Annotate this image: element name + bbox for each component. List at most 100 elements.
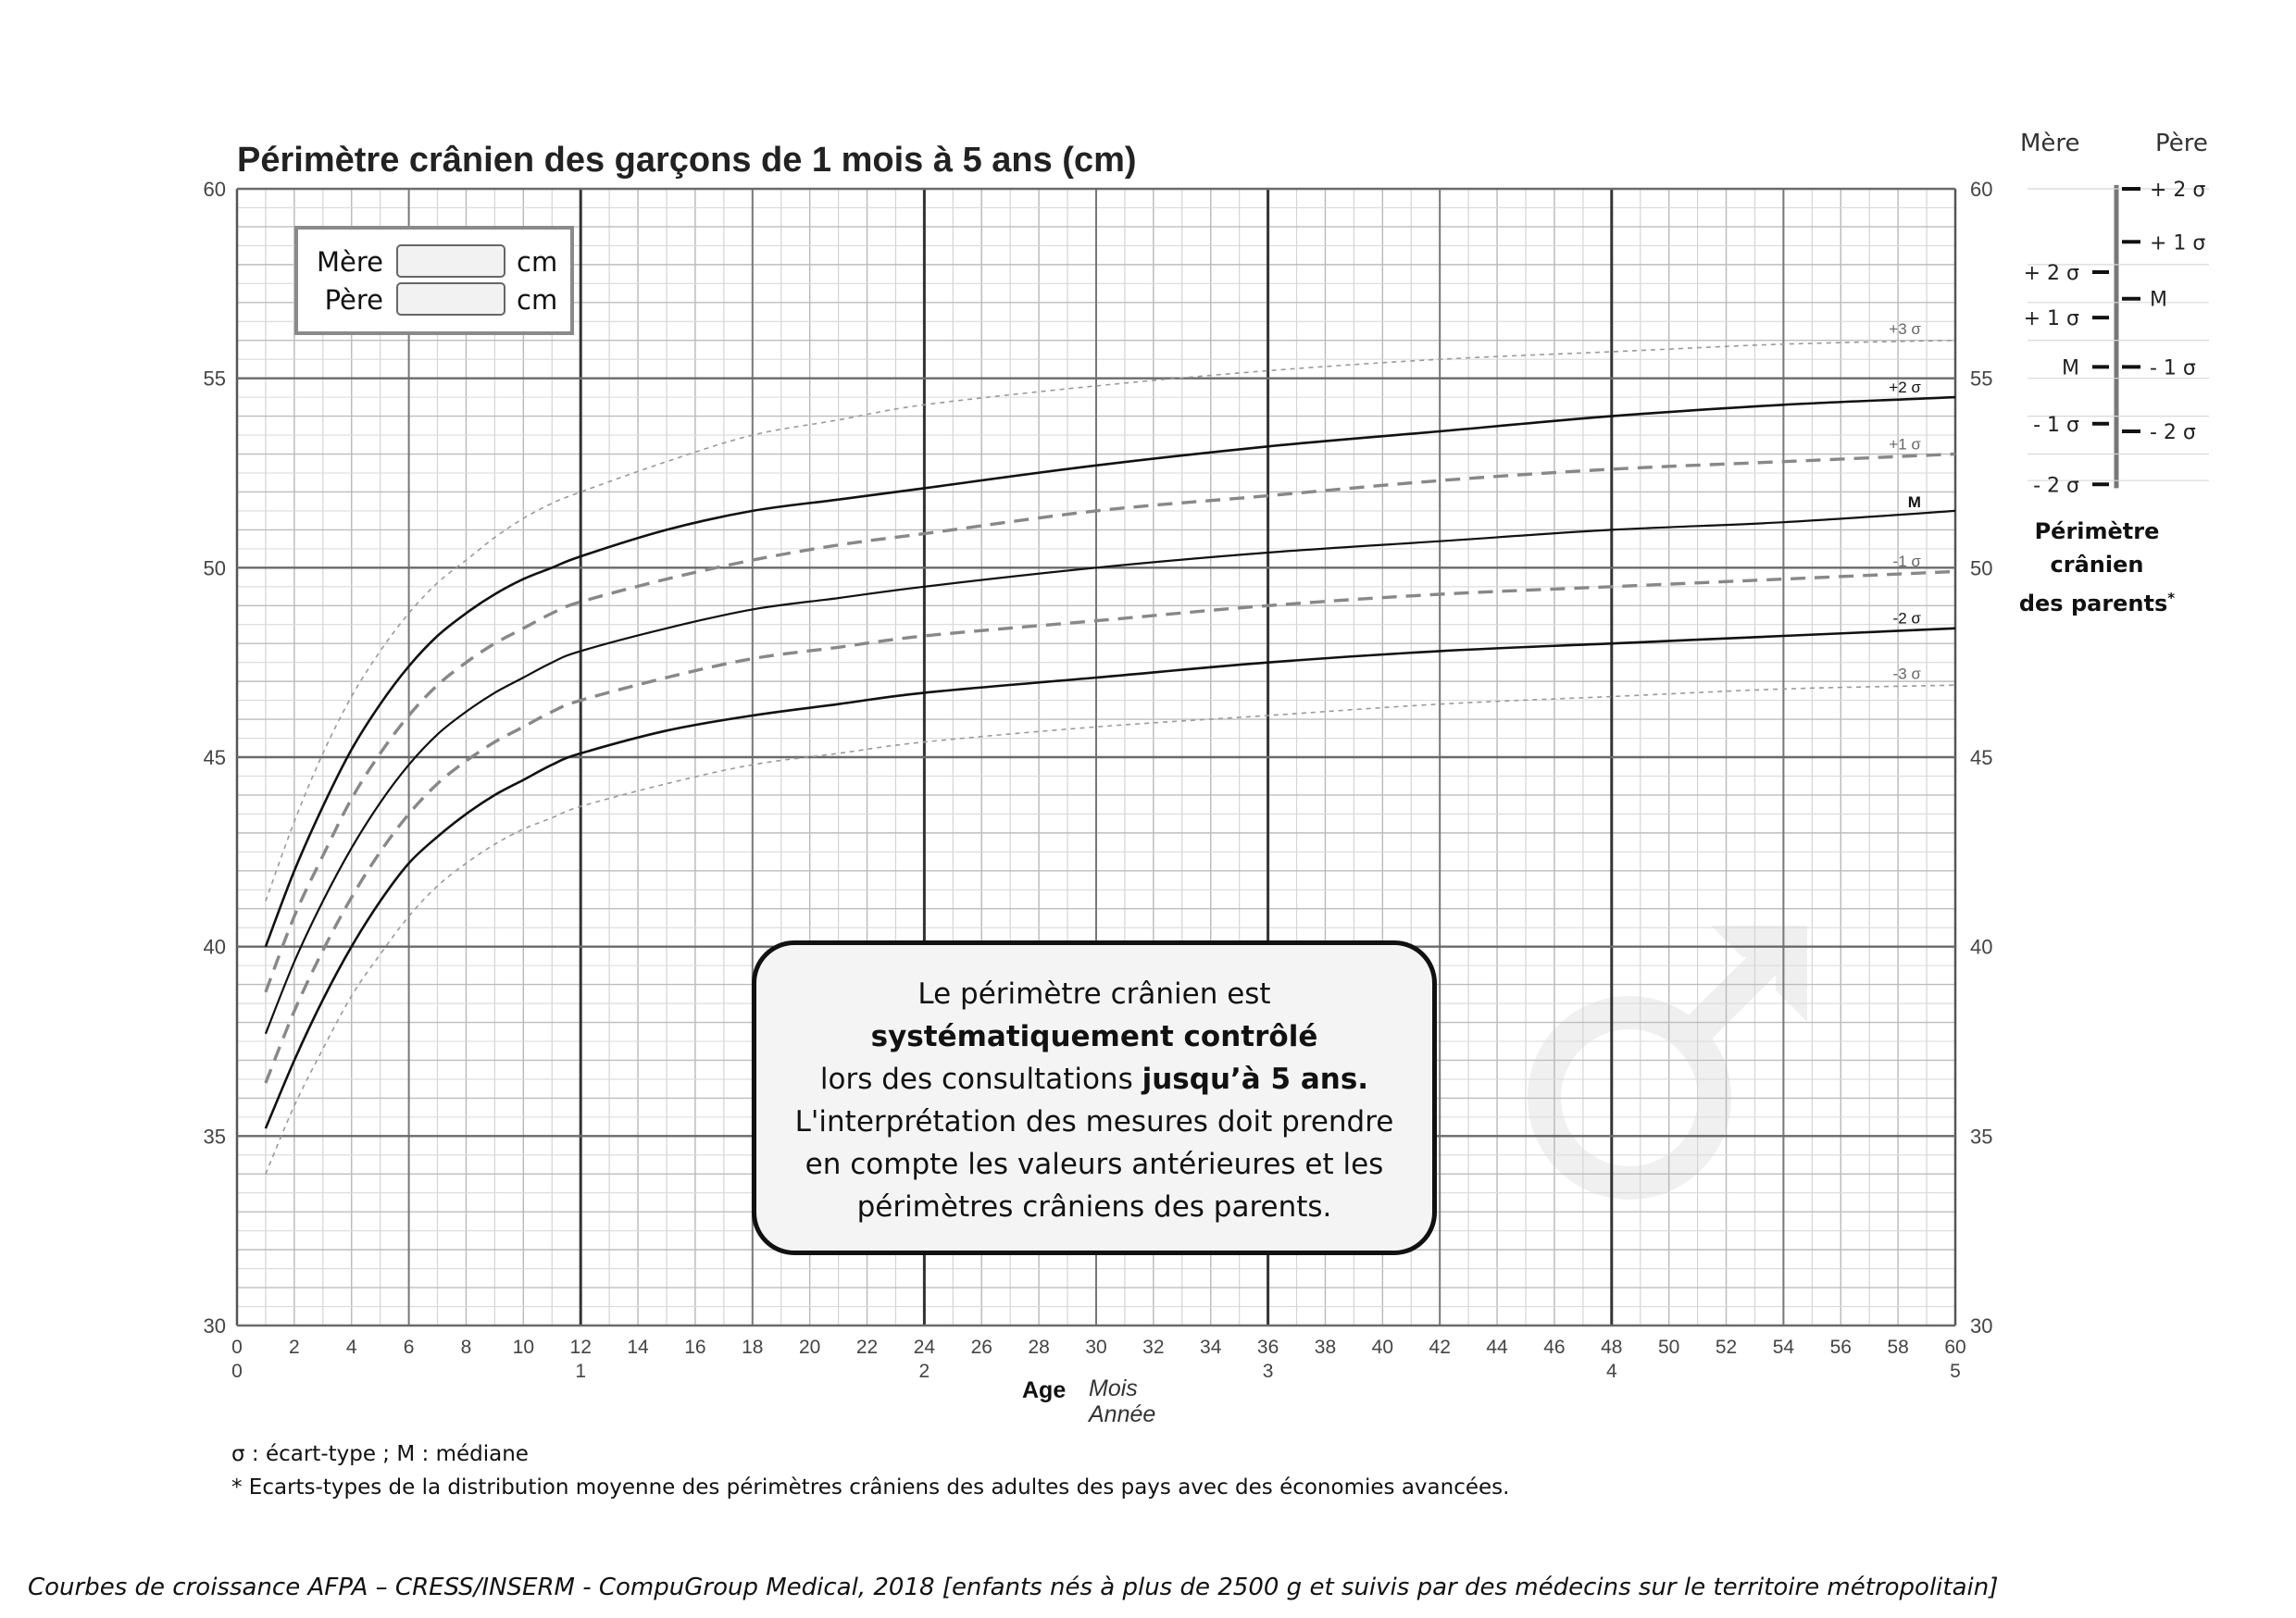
x-tick-label-month: 6 bbox=[404, 1337, 415, 1358]
footnote-sigma: σ : écart-type ; M : médiane bbox=[231, 1442, 529, 1466]
father-tick-label: + 1 σ bbox=[2150, 231, 2205, 255]
x-tick-label-month: 2 bbox=[289, 1337, 300, 1358]
x-tick-label-month: 56 bbox=[1830, 1337, 1852, 1358]
x-tick-label-year: 2 bbox=[919, 1361, 930, 1382]
x-tick-label-year: 4 bbox=[1606, 1361, 1617, 1382]
male-symbol-watermark bbox=[1528, 926, 1807, 1200]
y-tick-label-left: 45 bbox=[204, 746, 226, 769]
y-tick-label-left: 30 bbox=[204, 1314, 226, 1338]
father-tick-label: + 2 σ bbox=[2150, 179, 2205, 202]
x-tick-label-month: 8 bbox=[461, 1337, 472, 1358]
father-row: Père cm bbox=[298, 282, 570, 319]
parents-scale-mother-header: Mère bbox=[2020, 130, 2080, 157]
chart-title: Périmètre crânien des garçons de 1 mois … bbox=[237, 141, 1137, 180]
parents-scale-title-mark: * bbox=[2167, 590, 2176, 606]
x-tick-label-month: 50 bbox=[1658, 1337, 1679, 1358]
x-tick-label-month: 28 bbox=[1028, 1337, 1049, 1358]
x-tick-label-month: 10 bbox=[513, 1337, 534, 1358]
x-tick-label-month: 42 bbox=[1429, 1337, 1451, 1358]
father-head-input[interactable] bbox=[396, 282, 505, 316]
footnote-star: * Ecarts-types de la distribution moyenn… bbox=[231, 1475, 1510, 1500]
x-tick-label-month: 54 bbox=[1773, 1337, 1795, 1358]
mother-row: Mère cm bbox=[298, 244, 570, 281]
x-axis-months-label: Mois bbox=[1089, 1375, 1138, 1401]
curve-series bbox=[264, 627, 1956, 1129]
curve-label: -2 σ bbox=[1893, 610, 1922, 628]
note-line-2: systématiquement contrôlé bbox=[870, 1020, 1318, 1053]
x-tick-label-month: 24 bbox=[914, 1337, 936, 1358]
father-unit: cm bbox=[517, 284, 558, 316]
x-tick-label-year: 1 bbox=[575, 1361, 586, 1382]
x-tick-label-month: 34 bbox=[1200, 1337, 1222, 1358]
x-axis-label: Age bbox=[1022, 1377, 1067, 1403]
source-citation: Courbes de croissance AFPA – CRESS/INSER… bbox=[28, 1574, 1999, 1601]
father-tick-label: M bbox=[2150, 289, 2167, 312]
father-tick-label: - 1 σ bbox=[2150, 356, 2196, 380]
x-tick-label-year: 5 bbox=[1950, 1361, 1961, 1382]
curve-label: -3 σ bbox=[1893, 666, 1922, 683]
x-tick-label-year: 0 bbox=[231, 1361, 243, 1382]
x-axis-years-label: Année bbox=[1089, 1401, 1156, 1427]
y-tick-label-right: 30 bbox=[1970, 1314, 1992, 1338]
x-tick-label-month: 46 bbox=[1543, 1337, 1565, 1358]
father-label: Père bbox=[324, 284, 383, 316]
x-tick-label-month: 16 bbox=[684, 1337, 705, 1358]
mother-tick-label: M bbox=[2062, 356, 2079, 380]
y-tick-label-right: 55 bbox=[1970, 367, 1992, 391]
x-tick-label-month: 38 bbox=[1315, 1337, 1336, 1358]
curve-series bbox=[264, 509, 1956, 1035]
x-tick-label-month: 48 bbox=[1601, 1337, 1622, 1358]
father-tick-label: - 2 σ bbox=[2150, 421, 2196, 444]
y-tick-label-left: 60 bbox=[204, 178, 226, 201]
parents-scale-title-line1: Périmètre crânien bbox=[2034, 518, 2160, 578]
mother-tick-label: + 2 σ bbox=[2024, 262, 2079, 285]
curve-label: +1 σ bbox=[1889, 435, 1921, 453]
note-line-5: en compte les valeurs antérieures et les bbox=[805, 1148, 1384, 1181]
y-tick-label-left: 35 bbox=[204, 1125, 226, 1148]
curve-label: +3 σ bbox=[1889, 320, 1921, 338]
x-tick-label-month: 12 bbox=[570, 1337, 592, 1358]
note-line-4: L'interprétation des mesures doit prendr… bbox=[794, 1105, 1394, 1139]
x-tick-label-month: 4 bbox=[346, 1337, 357, 1358]
x-tick-label-month: 60 bbox=[1944, 1337, 1965, 1358]
curve-label: -1 σ bbox=[1893, 553, 1922, 570]
y-tick-label-left: 40 bbox=[204, 936, 226, 959]
curve-series bbox=[265, 339, 1956, 902]
curve-series bbox=[264, 452, 1956, 993]
mother-tick-label: - 2 σ bbox=[2033, 474, 2079, 497]
note-line-3-bold: jusqu’à 5 ans. bbox=[1142, 1063, 1369, 1096]
mother-tick-label: - 1 σ bbox=[2033, 414, 2079, 437]
mother-tick-label: + 1 σ bbox=[2024, 307, 2079, 330]
x-tick-label-month: 26 bbox=[971, 1337, 992, 1358]
x-tick-label-year: 3 bbox=[1263, 1361, 1274, 1382]
y-tick-label-right: 60 bbox=[1970, 178, 1992, 201]
note-line-1: Le périmètre crânien est bbox=[917, 977, 1271, 1011]
curve-series bbox=[264, 569, 1956, 1084]
x-tick-label-month: 32 bbox=[1142, 1337, 1164, 1358]
mother-unit: cm bbox=[517, 246, 558, 278]
mother-label: Mère bbox=[317, 246, 383, 278]
parents-scale-title: Périmètre crânien des parents* bbox=[1990, 515, 2203, 620]
parents-scale-title-line2: des parents bbox=[2018, 591, 2168, 616]
y-tick-label-left: 55 bbox=[204, 367, 226, 391]
curve-series bbox=[265, 684, 1956, 1175]
x-tick-label-month: 44 bbox=[1486, 1337, 1508, 1358]
x-tick-label-month: 14 bbox=[627, 1337, 649, 1358]
x-tick-label-month: 58 bbox=[1887, 1337, 1908, 1358]
x-tick-label-month: 18 bbox=[742, 1337, 763, 1358]
curve-label: M bbox=[1908, 493, 1921, 511]
curve-label: +2 σ bbox=[1889, 379, 1921, 396]
y-tick-label-right: 40 bbox=[1970, 936, 1992, 959]
x-tick-label-month: 20 bbox=[799, 1337, 820, 1358]
y-tick-label-right: 45 bbox=[1970, 746, 1992, 769]
parents-scale-father-header: Père bbox=[2155, 130, 2208, 157]
info-note: Le périmètre crânien est systématiquemen… bbox=[752, 940, 1437, 1255]
x-tick-label-month: 40 bbox=[1372, 1337, 1393, 1358]
note-line-6: périmètres crâniens des parents. bbox=[856, 1190, 1332, 1224]
mother-head-input[interactable] bbox=[396, 244, 505, 278]
x-tick-label-month: 0 bbox=[231, 1337, 243, 1358]
x-tick-label-month: 30 bbox=[1085, 1337, 1106, 1358]
x-tick-label-month: 52 bbox=[1716, 1337, 1737, 1358]
parents-measurement-box: Mère cm Père cm bbox=[294, 226, 574, 335]
